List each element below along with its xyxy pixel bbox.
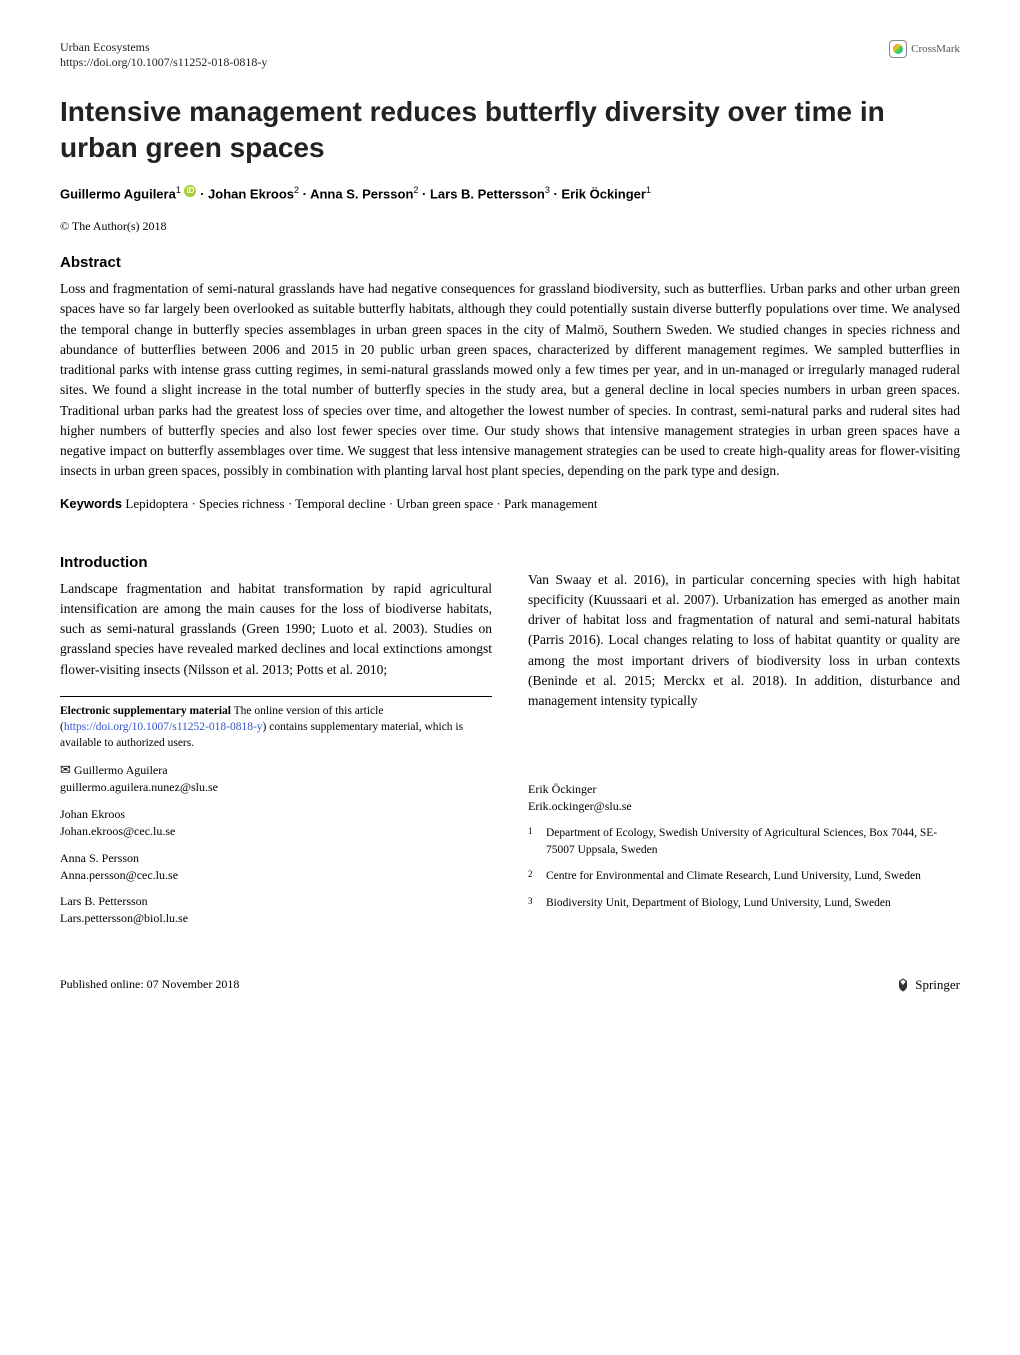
corr-email: Lars.pettersson@biol.lu.se xyxy=(60,910,492,927)
corr-item: Johan Ekroos Johan.ekroos@cec.lu.se xyxy=(60,806,492,840)
intro-col2-text: Van Swaay et al. 2016), in particular co… xyxy=(528,570,960,712)
published-date: Published online: 07 November 2018 xyxy=(60,977,239,992)
supp-doi-link[interactable]: https://doi.org/10.1007/s11252-018-0818-… xyxy=(64,721,263,733)
publisher-badge: Springer xyxy=(895,977,960,993)
affiliation-item: 2 Centre for Environmental and Climate R… xyxy=(528,868,960,885)
affil-number: 1 xyxy=(528,825,538,858)
affil-text: Department of Ecology, Swedish Universit… xyxy=(546,825,960,858)
copyright-line: © The Author(s) 2018 xyxy=(60,219,960,234)
corr-name: Anna S. Persson xyxy=(60,851,139,865)
doi-text: https://doi.org/10.1007/s11252-018-0818-… xyxy=(60,55,267,70)
corr-email: guillermo.aguilera.nunez@slu.se xyxy=(60,779,492,796)
affil-number: 2 xyxy=(528,868,538,885)
corr-name: Erik Öckinger xyxy=(528,782,596,796)
journal-name: Urban Ecosystems xyxy=(60,40,267,55)
affiliation-list: 1 Department of Ecology, Swedish Univers… xyxy=(528,825,960,912)
abstract-body: Loss and fragmentation of semi-natural g… xyxy=(60,279,960,482)
corr-email: Anna.persson@cec.lu.se xyxy=(60,867,492,884)
keywords-text: Lepidoptera · Species richness · Tempora… xyxy=(125,496,597,511)
affil-text: Centre for Environmental and Climate Res… xyxy=(546,868,921,885)
crossmark-icon xyxy=(889,40,907,58)
corr-item: Anna S. Persson Anna.persson@cec.lu.se xyxy=(60,850,492,884)
corr-item: ✉ Guillermo Aguilera guillermo.aguilera.… xyxy=(60,761,492,796)
keywords-label: Keywords xyxy=(60,496,122,511)
springer-icon xyxy=(895,977,911,993)
corr-name: Johan Ekroos xyxy=(60,807,125,821)
crossmark-label: CrossMark xyxy=(911,43,960,55)
affiliation-item: 1 Department of Ecology, Swedish Univers… xyxy=(528,825,960,858)
corr-name: Guillermo Aguilera xyxy=(74,763,168,777)
affil-number: 3 xyxy=(528,895,538,912)
intro-col1-text: Landscape fragmentation and habitat tran… xyxy=(60,579,492,680)
introduction-heading: Introduction xyxy=(60,554,492,571)
corr-name: Lars B. Pettersson xyxy=(60,894,148,908)
correspondence-list-right: Erik Öckinger Erik.ockinger@slu.se xyxy=(528,781,960,815)
keywords-line: Keywords Lepidoptera · Species richness … xyxy=(60,496,960,512)
supp-label: Electronic supplementary material xyxy=(60,705,231,717)
envelope-icon: ✉ xyxy=(60,762,71,777)
affil-text: Biodiversity Unit, Department of Biology… xyxy=(546,895,891,912)
corr-email: Johan.ekroos@cec.lu.se xyxy=(60,823,492,840)
corr-email: Erik.ockinger@slu.se xyxy=(528,798,960,815)
correspondence-list-left: ✉ Guillermo Aguilera guillermo.aguilera.… xyxy=(60,761,492,927)
corr-item: Lars B. Pettersson Lars.pettersson@biol.… xyxy=(60,893,492,927)
corr-item: Erik Öckinger Erik.ockinger@slu.se xyxy=(528,781,960,815)
article-title: Intensive management reduces butterfly d… xyxy=(60,94,960,167)
orcid-icon: iD xyxy=(184,185,196,197)
publisher-name: Springer xyxy=(915,977,960,993)
crossmark-badge[interactable]: CrossMark xyxy=(889,40,960,58)
affiliation-item: 3 Biodiversity Unit, Department of Biolo… xyxy=(528,895,960,912)
author-list: Guillermo Aguilera1 iD · Johan Ekroos2 ·… xyxy=(60,185,960,201)
abstract-heading: Abstract xyxy=(60,254,960,271)
supplementary-block: Electronic supplementary material The on… xyxy=(60,696,492,751)
